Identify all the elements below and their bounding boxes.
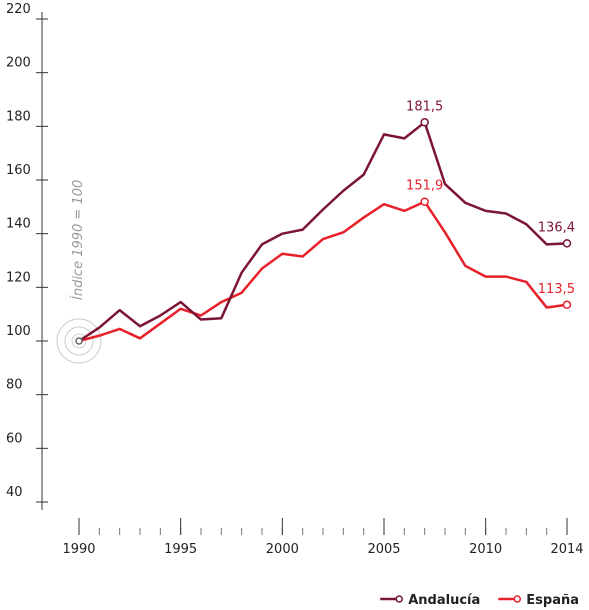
series-line bbox=[78, 121, 568, 343]
y-tick-label: 40 bbox=[6, 485, 23, 500]
y-tick-label: 160 bbox=[6, 163, 31, 178]
start-ripple bbox=[56, 318, 102, 364]
x-tick-label: 2000 bbox=[266, 542, 299, 557]
y-tick-label: 220 bbox=[6, 2, 31, 17]
y-tick-label: 180 bbox=[6, 109, 31, 124]
x-tick-label: 1995 bbox=[164, 542, 197, 557]
y-tick-label: 60 bbox=[6, 431, 23, 446]
legend-label: España bbox=[526, 593, 579, 608]
y-axis-label: Índice 1990 = 100 bbox=[70, 180, 86, 300]
x-tick-label: 2005 bbox=[367, 542, 400, 557]
point-marker bbox=[562, 300, 572, 310]
y-tick-label: 200 bbox=[6, 56, 31, 71]
series-line bbox=[78, 200, 568, 343]
y-tick-label: 120 bbox=[6, 270, 31, 285]
start-ripple bbox=[71, 333, 87, 349]
y-tick-label: 100 bbox=[6, 324, 31, 339]
point-marker bbox=[420, 118, 429, 127]
y-tick-label: 80 bbox=[6, 378, 23, 393]
data-label: 136,4 bbox=[538, 220, 575, 235]
x-tick-label: 2010 bbox=[469, 542, 502, 557]
legend-label: Andalucía bbox=[408, 593, 480, 608]
origin-marker bbox=[75, 337, 83, 345]
data-label: 151,9 bbox=[406, 179, 443, 194]
x-tick-label: 2014 bbox=[550, 542, 583, 557]
legend-marker bbox=[395, 595, 403, 603]
data-label: 181,5 bbox=[406, 99, 443, 114]
start-ripple bbox=[64, 326, 94, 356]
point-marker bbox=[562, 239, 572, 248]
legend-marker bbox=[513, 595, 522, 603]
x-tick-label: 1990 bbox=[62, 542, 95, 557]
data-label: 113,5 bbox=[538, 282, 575, 297]
point-marker bbox=[420, 197, 429, 206]
y-tick-label: 140 bbox=[6, 217, 31, 232]
